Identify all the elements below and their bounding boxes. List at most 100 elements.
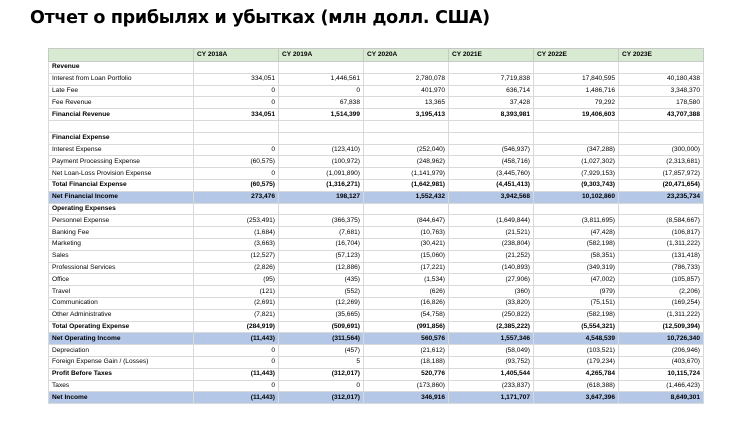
row-value: 1,446,561 — [278, 72, 364, 86]
row-label: Interest Expense — [48, 143, 194, 157]
row-value: (311,564) — [278, 332, 364, 346]
row-value: 3,647,396 — [533, 391, 619, 405]
row-label: Other Administrative — [48, 308, 194, 322]
row-value: (458,716) — [448, 155, 534, 169]
row-value: 1,514,399 — [278, 108, 364, 121]
row-value: 23,235,734 — [618, 190, 704, 204]
row-value: (12,527) — [193, 249, 279, 263]
table-row: Operating Expenses — [48, 202, 704, 216]
row-value: 67,838 — [278, 96, 364, 110]
row-value: 1,405,544 — [448, 367, 534, 381]
row-value: (844,647) — [363, 214, 449, 228]
table-row: Travel (121) (552) (626) (360) (979) (2,206) — [48, 285, 704, 298]
row-value: 10,115,724 — [618, 367, 704, 381]
row-value: 636,714 — [448, 84, 534, 98]
row-value: (57,123) — [278, 249, 364, 263]
row-value: (248,962) — [363, 155, 449, 169]
row-value — [618, 202, 704, 216]
row-value: (7,929,153) — [533, 167, 619, 180]
row-value: (103,521) — [533, 344, 619, 357]
row-value: (12,269) — [278, 296, 364, 310]
table-row: Net Income (11,443) (312,017) 346,916 1,171,… — [48, 391, 704, 405]
row-value: 17,840,595 — [533, 72, 619, 86]
row-value: (58,351) — [533, 249, 619, 263]
row-value: 40,180,438 — [618, 72, 704, 86]
row-value: (169,254) — [618, 296, 704, 310]
row-value: 0 — [193, 143, 279, 157]
row-value: (75,151) — [533, 296, 619, 310]
row-label: Sales — [48, 249, 194, 263]
table-row: Profit Before Taxes (11,443) (312,017) 520,… — [48, 367, 704, 381]
row-value: (786,733) — [618, 261, 704, 275]
table-row: Banking Fee (1,684) (7,681) (10,763) (21,521… — [48, 226, 704, 239]
row-value: (253,491) — [193, 214, 279, 228]
row-value: (206,946) — [618, 344, 704, 357]
row-label: Fee Revenue — [48, 96, 194, 110]
row-label: Net Loan-Loss Provision Expense — [48, 167, 194, 180]
row-value: 520,776 — [363, 367, 449, 381]
row-value: (312,017) — [278, 367, 364, 381]
row-value: (1,684) — [193, 226, 279, 239]
table-row: Sales (12,527) (57,123) (15,060) (21,252) (58… — [48, 249, 704, 263]
row-value: 1,552,432 — [363, 190, 449, 204]
row-label: Financial Revenue — [48, 108, 194, 121]
row-value: (300,000) — [618, 143, 704, 157]
row-value: (347,288) — [533, 143, 619, 157]
row-value: 3,348,370 — [618, 84, 704, 98]
row-value — [448, 61, 534, 74]
row-value: (252,040) — [363, 143, 449, 157]
row-label: Banking Fee — [48, 226, 194, 239]
row-value: (100,972) — [278, 155, 364, 169]
row-value — [363, 131, 449, 145]
row-value: (21,521) — [448, 226, 534, 239]
row-value: (3,663) — [193, 237, 279, 251]
row-value: (93,752) — [448, 355, 534, 369]
row-value: 13,365 — [363, 96, 449, 110]
row-value: (1,316,271) — [278, 178, 364, 192]
row-value: 346,916 — [363, 391, 449, 405]
table-row: Fee Revenue 0 67,838 13,365 37,428 79,292 178,… — [48, 96, 704, 110]
row-label: Professional Services — [48, 261, 194, 275]
row-value: 0 — [193, 84, 279, 98]
row-value: (1,649,844) — [448, 214, 534, 228]
row-value: (18,188) — [363, 355, 449, 369]
row-value: (1,027,302) — [533, 155, 619, 169]
row-value: (47,002) — [533, 273, 619, 287]
row-label: Communication — [48, 296, 194, 310]
row-value: (2,385,222) — [448, 320, 534, 334]
row-label: Net Financial Income — [48, 190, 194, 204]
column-header: CY 2018A — [193, 48, 279, 62]
row-value: 0 — [278, 84, 364, 98]
row-value — [448, 131, 534, 145]
table-row: Net Loan-Loss Provision Expense 0 (1,091,8… — [48, 167, 704, 180]
column-header: CY 2019A — [278, 48, 364, 62]
row-value — [363, 61, 449, 74]
table-row: Revenue — [48, 61, 704, 74]
row-value: (21,252) — [448, 249, 534, 263]
row-value: (140,893) — [448, 261, 534, 275]
row-value: (9,303,743) — [533, 178, 619, 192]
row-label: Total Operating Expense — [48, 320, 194, 334]
row-label: Depreciation — [48, 344, 194, 357]
row-value: (60,575) — [193, 155, 279, 169]
table-row: Personnel Expense (253,491) (366,375) (844,… — [48, 214, 704, 228]
row-value — [448, 119, 534, 133]
row-value: (54,758) — [363, 308, 449, 322]
row-value: (1,311,222) — [618, 308, 704, 322]
row-value: (10,763) — [363, 226, 449, 239]
table-row: Interest from Loan Portfolio 334,051 1,446… — [48, 72, 704, 86]
row-value — [278, 119, 364, 133]
table-row: Office (95) (435) (1,534) (27,906) (47,002) (1… — [48, 273, 704, 287]
row-value: 401,970 — [363, 84, 449, 98]
row-value: (21,612) — [363, 344, 449, 357]
row-value — [448, 202, 534, 216]
row-value: (360) — [448, 285, 534, 298]
row-value: 37,428 — [448, 96, 534, 110]
row-value: (123,410) — [278, 143, 364, 157]
row-value: 198,127 — [278, 190, 364, 204]
row-value: (16,704) — [278, 237, 364, 251]
row-value: (457) — [278, 344, 364, 357]
row-value: 4,265,784 — [533, 367, 619, 381]
row-value: 0 — [193, 344, 279, 357]
row-value: (58,049) — [448, 344, 534, 357]
